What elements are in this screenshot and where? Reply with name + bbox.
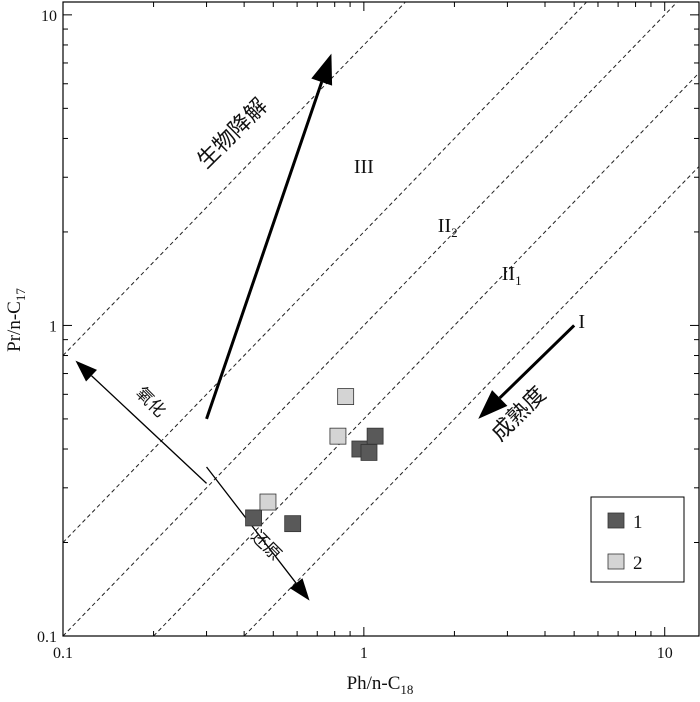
zone-label-text: II <box>438 215 451 237</box>
oxidation-label: 氧化 <box>132 383 169 420</box>
y-axis-label: Pr/n-C17 <box>4 288 28 352</box>
reference-line-4 <box>153 72 700 637</box>
data-point-series-1 <box>360 444 378 461</box>
zone-label-subscript: 1 <box>515 273 522 288</box>
maturity-arrow-shaft <box>498 324 576 400</box>
oxidation-arrow-head <box>75 360 97 382</box>
reference-line-5 <box>243 166 700 637</box>
x-axis-label: Ph/n-C18 <box>347 673 414 697</box>
data-point-series-2 <box>329 427 347 445</box>
zone-label-text: I <box>578 311 585 333</box>
data-point-series-1 <box>284 515 302 533</box>
biodegradation-arrow-shaft <box>205 81 324 420</box>
zone-label-subscript: 2 <box>451 225 458 240</box>
y-axis-label-main: Pr/n-C <box>4 301 25 352</box>
y-tick-label: 10 <box>41 8 57 25</box>
axis-ticks <box>62 2 699 637</box>
reference-lines <box>62 1 700 637</box>
reference-line-3 <box>62 1 678 637</box>
zone-label-text: III <box>354 156 374 178</box>
zone-label-1: III <box>354 156 374 178</box>
reduction-arrow-head <box>289 578 310 601</box>
x-axis-label-main: Ph/n-C <box>347 673 401 694</box>
biodegradation-label: 生物降解 <box>192 93 272 173</box>
zone-label-4: I <box>578 311 585 333</box>
legend-label-series-1: 1 <box>633 512 643 533</box>
oxidation-arrow-shaft <box>91 375 207 484</box>
maturity-label: 成熟度 <box>486 381 550 445</box>
legend-box <box>590 496 685 583</box>
data-point-series-1 <box>366 427 384 445</box>
maturity-arrow-head <box>478 390 508 419</box>
x-tick-label: 0.1 <box>53 645 73 662</box>
x-tick-label: 10 <box>657 645 673 662</box>
zone-label-text: II <box>502 263 515 285</box>
x-tick-label: 1 <box>360 645 368 662</box>
data-points <box>245 388 384 533</box>
reference-line-1 <box>62 1 406 356</box>
tick-labels: 0.1 1 10 0.1 1 10 <box>37 8 673 662</box>
legend-swatch-series-1 <box>607 512 625 529</box>
biodegradation-arrow-head <box>311 53 333 86</box>
zone-label-2: II2 <box>438 215 458 240</box>
y-tick-label: 1 <box>49 318 57 335</box>
data-point-series-2 <box>259 493 277 511</box>
zone-label-3: II1 <box>502 263 522 288</box>
data-point-series-2 <box>337 388 355 405</box>
legend-swatch-series-2 <box>607 553 625 570</box>
data-point-series-1 <box>245 509 262 527</box>
plot-frame <box>62 1 700 637</box>
x-axis-label-sub: 18 <box>400 682 413 697</box>
y-axis-label-sub: 17 <box>13 288 28 302</box>
reduction-label: 还原 <box>248 527 285 564</box>
legend-label-series-2: 2 <box>633 553 643 574</box>
legend: 1 2 <box>590 496 685 583</box>
y-tick-label: 0.1 <box>37 629 57 646</box>
